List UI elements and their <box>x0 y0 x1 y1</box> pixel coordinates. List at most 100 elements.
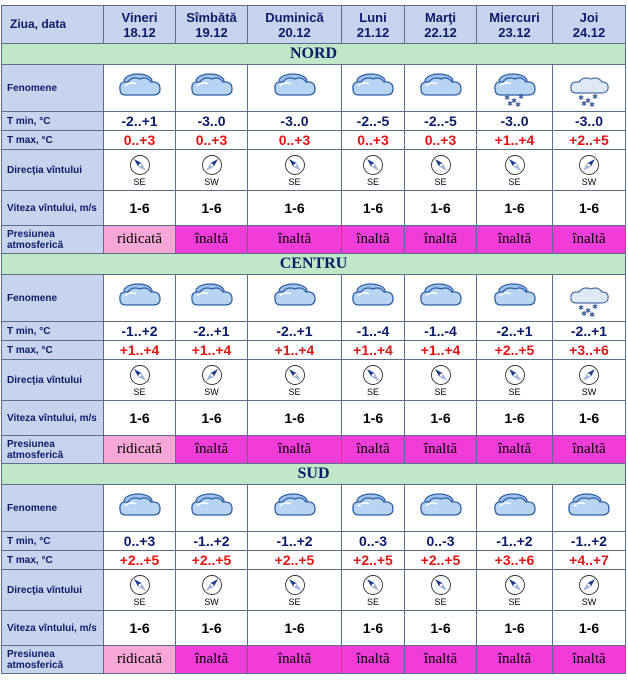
wind-direction-cell: SW <box>552 359 626 401</box>
wind-speed-row-label: Viteza vîntului, m/s <box>1 190 104 226</box>
wind-speed-row: Viteza vîntului, m/s 1-6 1-6 1-6 1-6 1-6 1-6 1-… <box>1 190 626 226</box>
fenomene-cell <box>341 274 405 322</box>
day-date: 18.12 <box>123 24 156 40</box>
compass-icon <box>430 154 452 176</box>
pressure-value: înaltă <box>175 645 248 674</box>
wind-direction-text: SW <box>204 176 219 187</box>
fenomene-cell <box>103 484 176 532</box>
wind-direction-row-label: Direcţia vîntului <box>1 569 104 611</box>
tmin-row-label: T min, °C <box>1 111 104 131</box>
pressure-value: înaltă <box>404 225 477 254</box>
wind-direction-cell: SE <box>103 149 176 191</box>
tmin-row-label: T min, °C <box>1 321 104 341</box>
wind-speed-value: 1-6 <box>404 400 477 436</box>
svg-text:✱: ✱ <box>585 307 591 315</box>
compass-icon <box>284 574 306 596</box>
svg-text:✱: ✱ <box>507 100 513 108</box>
tmin-value: -1..+2 <box>247 531 342 551</box>
tmin-value: -2..+1 <box>476 321 553 341</box>
cloudy-icon <box>188 487 236 529</box>
compass-icon <box>201 154 223 176</box>
day-header: Marţi 22.12 <box>404 5 477 44</box>
tmax-value: +2..+5 <box>247 550 342 570</box>
wind-direction-text: SE <box>133 596 146 607</box>
tmin-value: -1..-4 <box>341 321 405 341</box>
tmax-row-label: T max, °C <box>1 340 104 360</box>
svg-text:✱: ✱ <box>515 101 521 109</box>
day-name: Luni <box>359 9 387 25</box>
tmax-value: +1..+4 <box>103 340 176 360</box>
tmax-value: +4..+7 <box>552 550 626 570</box>
partly-cloudy-snow-icon: ✱ ✱ ✱ ✱ ✱ <box>565 67 613 109</box>
day-name: Joi <box>579 9 599 25</box>
region-title: SUD <box>1 463 626 485</box>
region-title: CENTRU <box>1 253 626 275</box>
wind-direction-text: SW <box>581 386 597 397</box>
tmin-row: T min, °C -1..+2 -2..+1 -2..+1 -1..-4 -1..-4-… <box>1 321 626 341</box>
tmin-value: 0..-3 <box>404 531 477 551</box>
pressure-row-label: Presiunea atmosferică <box>1 645 104 674</box>
tmax-value: +3..+6 <box>552 340 626 360</box>
tmax-value: 0..+3 <box>103 130 176 150</box>
wind-direction-cell: SE <box>103 569 176 611</box>
pressure-row: Presiunea atmosferică ridicată înaltă înalt… <box>1 435 626 464</box>
tmin-value: -2..+1 <box>247 321 342 341</box>
day-name: Sîmbătă <box>186 9 237 25</box>
compass-icon <box>201 574 223 596</box>
pressure-value: înaltă <box>552 645 626 674</box>
cloudy-icon <box>349 277 397 319</box>
cloudy-icon <box>349 487 397 529</box>
tmax-row-label: T max, °C <box>1 130 104 150</box>
fenomene-cell <box>247 274 342 322</box>
fenomene-row-label: Fenomene <box>1 484 104 532</box>
wind-direction-cell: SE <box>404 569 477 611</box>
pressure-value: înaltă <box>476 225 553 254</box>
wind-speed-value: 1-6 <box>552 400 626 436</box>
fenomene-cell <box>247 484 342 532</box>
day-header: Luni 21.12 <box>341 5 405 44</box>
pressure-value: înaltă <box>341 645 405 674</box>
header-corner-label: Ziua, data <box>1 5 104 44</box>
compass-icon <box>504 154 526 176</box>
svg-text:✱: ✱ <box>578 94 584 102</box>
tmin-value: 0..-3 <box>341 531 405 551</box>
wind-speed-value: 1-6 <box>247 400 342 436</box>
wind-direction-text: SW <box>204 386 219 397</box>
wind-speed-value: 1-6 <box>404 610 477 646</box>
wind-direction-cell: SE <box>247 569 342 611</box>
wind-speed-value: 1-6 <box>341 400 405 436</box>
day-header: Sîmbătă 19.12 <box>175 5 248 44</box>
cloudy-icon <box>188 277 236 319</box>
day-header: Miercuri 23.12 <box>476 5 553 44</box>
day-date: 23.12 <box>498 24 531 40</box>
tmin-value: -2..-5 <box>404 111 477 131</box>
wind-direction-row-label: Direcţia vîntului <box>1 149 104 191</box>
cloudy-icon <box>116 67 164 109</box>
wind-direction-cell: SW <box>175 569 248 611</box>
tmax-row-label: T max, °C <box>1 550 104 570</box>
tmin-value: -2..+1 <box>552 321 626 341</box>
region-row: SUD <box>1 463 626 485</box>
compass-icon <box>362 154 384 176</box>
pressure-value: înaltă <box>552 225 626 254</box>
tmax-value: +3..+6 <box>476 550 553 570</box>
wind-speed-value: 1-6 <box>247 610 342 646</box>
tmax-value: +1..+4 <box>404 340 477 360</box>
fenomene-cell: ✱ ✱ ✱ ✱ ✱ <box>552 274 626 322</box>
pressure-value: înaltă <box>247 225 342 254</box>
tmin-value: -1..+2 <box>552 531 626 551</box>
cloudy-icon <box>116 277 164 319</box>
fenomene-row: Fenomene <box>1 484 626 532</box>
tmin-value: -1..+2 <box>175 531 248 551</box>
fenomene-cell <box>341 484 405 532</box>
wind-speed-value: 1-6 <box>476 400 553 436</box>
wind-direction-text: SE <box>508 386 521 397</box>
tmin-value: -3..0 <box>476 111 553 131</box>
fenomene-cell <box>404 274 477 322</box>
svg-text:✱: ✱ <box>581 100 587 108</box>
tmax-value: +2..+5 <box>404 550 477 570</box>
wind-direction-text: SE <box>366 386 379 397</box>
pressure-value: înaltă <box>476 435 553 464</box>
fenomene-row-label: Fenomene <box>1 64 104 112</box>
pressure-value: înaltă <box>341 225 405 254</box>
